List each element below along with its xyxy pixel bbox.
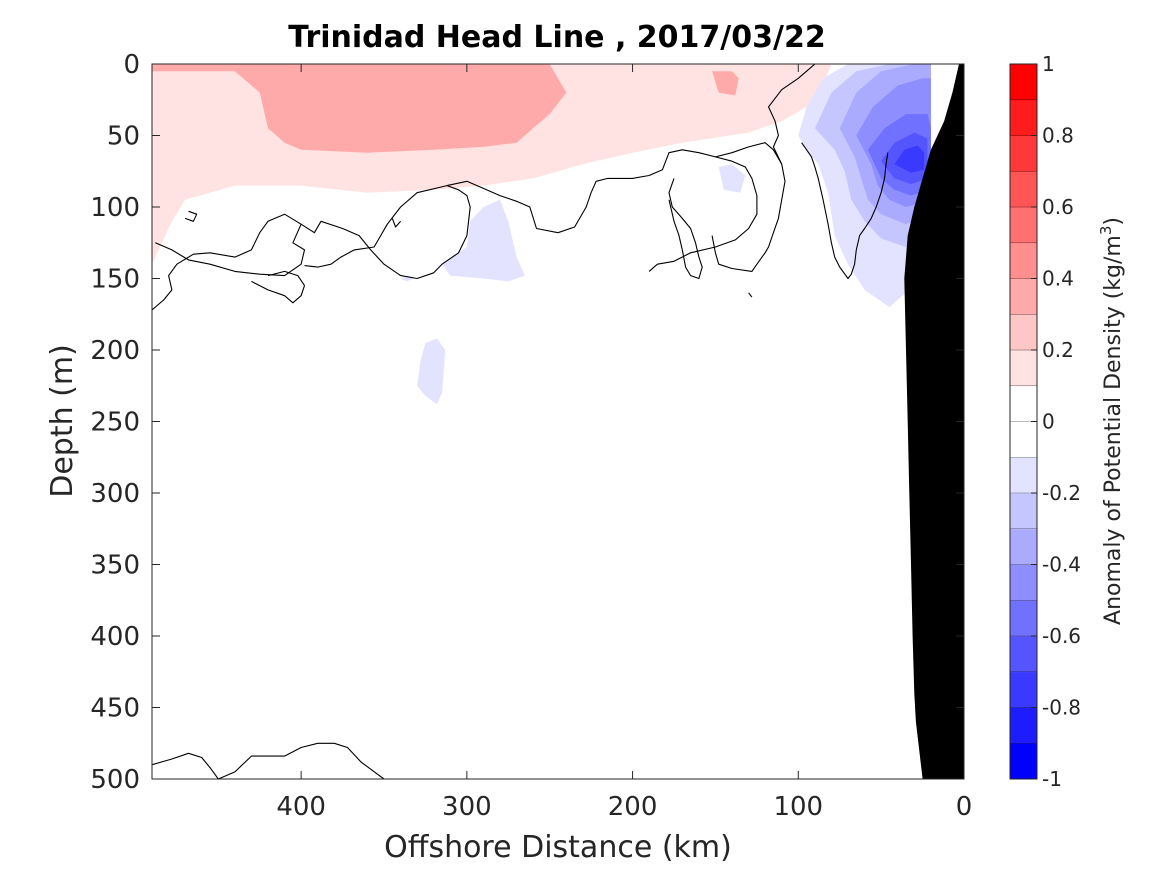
colorbar-label-suffix: ) <box>1101 217 1126 226</box>
chart-title: Trinidad Head Line , 2017/03/22 <box>288 20 825 55</box>
colorbar-tick-label: 0.8 <box>1042 124 1074 148</box>
colorbar-swatch <box>1010 314 1037 351</box>
colorbar-label: Anomaly of Potential Density (kg/m3) <box>1097 217 1126 625</box>
anomaly-region-core-positive-0.3c <box>712 71 739 96</box>
anomaly-region-offshore-negative-d <box>417 338 446 405</box>
colorbar-swatch <box>1010 278 1037 315</box>
colorbar-tick-label: 0.2 <box>1042 338 1074 362</box>
colorbar-tick-label: -1 <box>1042 767 1062 791</box>
colorbar-swatch <box>1010 636 1037 673</box>
x-tick-label: 400 <box>276 792 326 822</box>
y-tick-label: 400 <box>90 622 140 652</box>
zero-contour-line <box>152 213 306 311</box>
y-tick-label: 100 <box>90 193 140 223</box>
y-tick-label: 500 <box>90 765 140 795</box>
zero-contour-line <box>152 742 385 779</box>
colorbar-swatch <box>1010 707 1037 744</box>
colorbar-label-exponent: 3 <box>1097 226 1115 236</box>
zero-contour-line <box>668 178 703 280</box>
x-axis-label: Offshore Distance (km) <box>384 830 732 865</box>
y-tick-label: 300 <box>90 479 140 509</box>
colorbar-tick-label: -0.6 <box>1042 624 1081 648</box>
y-tick-label: 350 <box>90 551 140 581</box>
bathymetry <box>904 64 964 779</box>
colorbar-tick-label: 1 <box>1042 52 1055 76</box>
colorbar-swatch <box>1010 171 1037 208</box>
zero-contour-line <box>251 270 306 304</box>
colorbar-tick-label: -0.2 <box>1042 481 1081 505</box>
y-tick-label: 150 <box>90 265 140 295</box>
colorbar-tick-label: 0 <box>1042 410 1055 434</box>
colorbar-swatch <box>1010 457 1037 494</box>
anomaly-region-coastal-negative-0.7 <box>894 145 925 173</box>
colorbar-swatch <box>1010 493 1037 530</box>
x-axis: 400 300 200 100 0 <box>276 64 972 822</box>
y-tick-label: 250 <box>90 408 140 438</box>
anomaly-region-core-positive-0.3a <box>152 64 567 153</box>
colorbar-swatch <box>1010 207 1037 244</box>
zero-contour-line <box>300 185 471 280</box>
zero-contour-line <box>767 64 816 165</box>
anomaly-region-offshore-negative-b <box>718 164 746 193</box>
zero-contour-line <box>446 149 758 272</box>
colorbar-swatch <box>1010 99 1037 136</box>
x-tick-label: 300 <box>442 792 492 822</box>
colorbar-swatch <box>1010 242 1037 279</box>
colorbar-swatch <box>1010 64 1037 101</box>
colorbar-swatch <box>1010 421 1037 458</box>
colorbar-swatch <box>1010 135 1037 172</box>
anomaly-region-core-positive-0.3b <box>500 64 537 127</box>
y-axis-label: Depth (m) <box>45 344 80 498</box>
y-tick-label: 450 <box>90 694 140 724</box>
colorbar-tick-label: -0.8 <box>1042 696 1081 720</box>
zero-contour-line <box>184 210 198 222</box>
colorbar-swatch <box>1010 743 1037 780</box>
colorbar: 1 0.8 0.6 0.4 0.2 0 -0.2 -0.4 -0.6 -0.8 -1 <box>1009 52 1081 791</box>
anomaly-region-offshore-negative-a <box>442 199 525 282</box>
y-tick-label: 50 <box>107 122 140 152</box>
colorbar-swatch <box>1010 385 1037 422</box>
y-tick-label: 200 <box>90 336 140 366</box>
x-tick-label: 0 <box>956 792 973 822</box>
colorbar-swatch <box>1010 528 1037 565</box>
x-tick-label: 200 <box>608 792 658 822</box>
zero-contour-line <box>391 218 402 228</box>
x-tick-label: 100 <box>773 792 823 822</box>
colorbar-swatch <box>1010 350 1037 387</box>
y-axis: 0 50 100 150 200 250 300 350 400 450 500 <box>90 50 964 795</box>
colorbar-label-prefix: Anomaly of Potential Density (kg/m <box>1101 235 1126 625</box>
y-tick-label: 0 <box>123 50 140 80</box>
zero-contour-line <box>748 292 753 298</box>
colorbar-swatch <box>1010 600 1037 637</box>
zero-contour-line <box>711 142 786 272</box>
colorbar-tick-label: 0.4 <box>1042 267 1074 291</box>
colorbar-tick-label: -0.4 <box>1042 553 1081 577</box>
colorbar-swatch <box>1010 564 1037 601</box>
bathymetry-polygon <box>904 64 964 779</box>
anomaly-regions <box>152 64 931 405</box>
colorbar-tick-label: 0.6 <box>1042 195 1074 219</box>
colorbar-swatch <box>1010 671 1037 708</box>
zero-contour-line <box>801 142 889 280</box>
